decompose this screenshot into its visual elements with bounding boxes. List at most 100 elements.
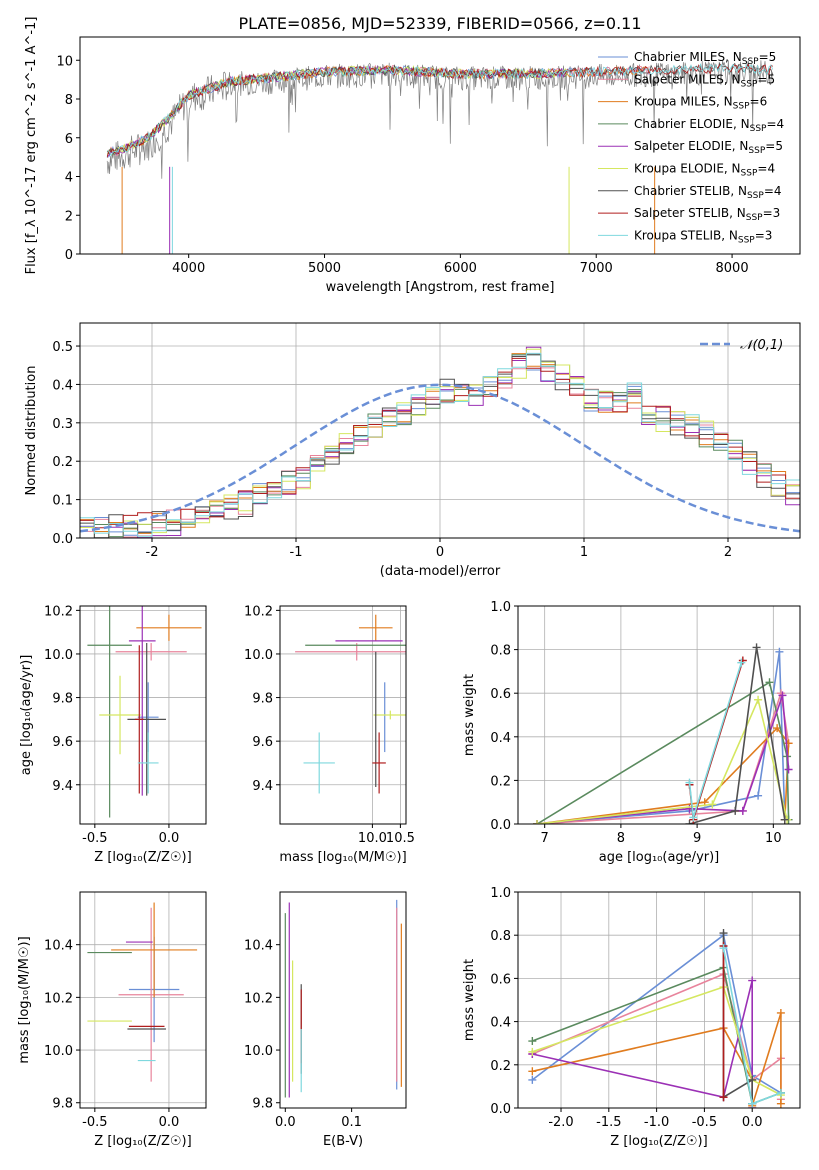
age_vs_Z-panel: -0.5 0.0 9.4 9.6 9.8 10.0 10.2 Z [log₁₀(Z/Z☉)] a…	[19, 604, 207, 865]
x-tick-label: 7000	[580, 261, 613, 276]
legend-label: Kroupa ELODIE, NSSP=4	[634, 162, 775, 179]
residuals-panel: -2 -1 0 1 2 0.0 0.1 0.2 0.3 0.4 0.5 (data-model)/er…	[24, 322, 801, 579]
residual-histogram	[80, 346, 800, 538]
x-tick-label: 0.0	[742, 1115, 763, 1130]
x-tick-label: 10.0	[358, 831, 387, 846]
x-axis-label: wavelength [Angstrom, rest frame]	[326, 280, 555, 295]
y-tick-label: 0.4	[52, 378, 73, 393]
residual-histogram	[80, 352, 800, 538]
x-tick-label: 8	[617, 831, 625, 846]
residual-histogram	[80, 354, 800, 538]
x-tick-label: 8000	[716, 261, 749, 276]
axes-frame	[279, 605, 407, 825]
legend-label: Chabrier MILES, NSSP=5	[634, 50, 776, 67]
weight-marker	[780, 815, 789, 824]
x-tick-label: -0.5	[692, 1115, 717, 1130]
model-spectrum	[106, 62, 774, 156]
weight-line	[531, 933, 782, 1094]
y-tick-label: 10.2	[244, 991, 273, 1006]
y-tick-label: 0.0	[490, 1102, 511, 1117]
y-tick-label: 0.4	[490, 731, 511, 746]
age_vs_mass-plot-area	[295, 614, 406, 794]
weight-marker	[528, 1075, 537, 1084]
x-axis-label: mass [log₁₀(M/M☉)]	[279, 850, 406, 865]
weight-marker	[748, 1099, 757, 1108]
y-tick-label: 8	[65, 93, 73, 108]
weight-line	[537, 692, 790, 824]
y-tick-label: 0	[65, 248, 73, 263]
residual-histogram	[80, 353, 800, 538]
y-tick-label: 0.8	[490, 644, 511, 659]
y-tick-label: 9.4	[52, 779, 73, 794]
y-tick-label: 9.6	[52, 735, 73, 750]
weight-line	[532, 985, 782, 1096]
residual-histogram	[80, 357, 800, 538]
x-axis-label: Z [log₁₀(Z/Z☉)]	[94, 850, 191, 865]
x-tick-label: 0.1	[341, 1115, 362, 1130]
y-tick-label: 9.8	[52, 692, 73, 707]
y-tick-label: 2	[65, 209, 73, 224]
y-tick-label: 9.6	[252, 735, 273, 750]
y-tick-label: 0.0	[490, 818, 511, 833]
age_vs_Z-plot-area	[87, 606, 202, 818]
axes-frame	[279, 891, 407, 1109]
x-axis-label: E(B-V)	[323, 1134, 363, 1149]
residual-histogram	[80, 348, 800, 538]
y-axis-label: mass weight	[462, 674, 477, 756]
axes-frame	[79, 891, 207, 1109]
weight-marker	[719, 929, 728, 938]
y-tick-label: 10.2	[244, 604, 273, 619]
y-tick-label: 0.2	[490, 774, 511, 789]
x-tick-label: 1	[580, 545, 588, 560]
weight-marker	[689, 813, 698, 822]
weight-line	[537, 697, 788, 824]
y-tick-label: 0.1	[52, 494, 73, 509]
legend-label: Chabrier STELIB, NSSP=4	[634, 184, 782, 201]
mass_vs_EBV-plot-area	[284, 899, 402, 1098]
y-axis-label: mass [log₁₀(M/M☉)]	[17, 936, 32, 1063]
y-tick-label: 0.0	[52, 532, 73, 547]
weight_vs_age-panel: 7 8 9 10 0.0 0.2 0.4 0.6 0.8 1.0 age [log₁₀(age/yr…	[462, 600, 801, 865]
y-tick-label: 1.0	[490, 886, 511, 901]
x-axis-label: Z [log₁₀(Z/Z☉)]	[94, 1134, 191, 1149]
observed-spectrum	[106, 60, 773, 179]
weight-marker	[685, 778, 694, 787]
x-tick-label: 9	[693, 831, 701, 846]
weight-marker	[528, 1037, 537, 1046]
weight-marker	[708, 800, 717, 809]
weight-marker	[776, 1088, 785, 1097]
weight-marker	[754, 791, 763, 800]
y-axis-label: Normed distribution	[24, 366, 39, 496]
y-tick-label: 1.0	[490, 600, 511, 615]
x-tick-label: 10	[765, 831, 782, 846]
x-tick-label: -1	[290, 545, 303, 560]
weight-marker	[776, 1099, 785, 1108]
weight-marker	[738, 806, 747, 815]
x-axis-label: (data-model)/error	[380, 564, 501, 579]
figure-title: PLATE=0856, MJD=52339, FIBERID=0566, z=0…	[238, 14, 641, 33]
y-tick-label: 10.0	[44, 1044, 73, 1059]
legend-label: Salpeter STELIB, NSSP=3	[634, 206, 780, 223]
y-tick-label: 0.5	[52, 340, 73, 355]
weight-marker	[719, 944, 728, 953]
weight-marker	[778, 691, 787, 700]
y-tick-label: 0.6	[490, 972, 511, 987]
x-tick-label: -1.5	[596, 1115, 621, 1130]
weight-line	[536, 681, 790, 824]
weight-marker	[765, 678, 774, 687]
weight-marker	[752, 643, 761, 652]
x-tick-label: -0.5	[82, 1115, 107, 1130]
y-tick-label: 0.2	[52, 455, 73, 470]
y-tick-label: 10.0	[44, 648, 73, 663]
x-tick-label: 2	[724, 545, 732, 560]
x-tick-label: -1.0	[644, 1115, 669, 1130]
weight-marker	[784, 765, 793, 774]
x-tick-label: 0.0	[159, 1115, 180, 1130]
y-tick-label: 4	[65, 171, 73, 186]
x-tick-label: -2.0	[548, 1115, 573, 1130]
y-tick-label: 10.0	[244, 648, 273, 663]
weight-marker	[731, 806, 740, 815]
y-tick-label: 0.8	[490, 929, 511, 944]
